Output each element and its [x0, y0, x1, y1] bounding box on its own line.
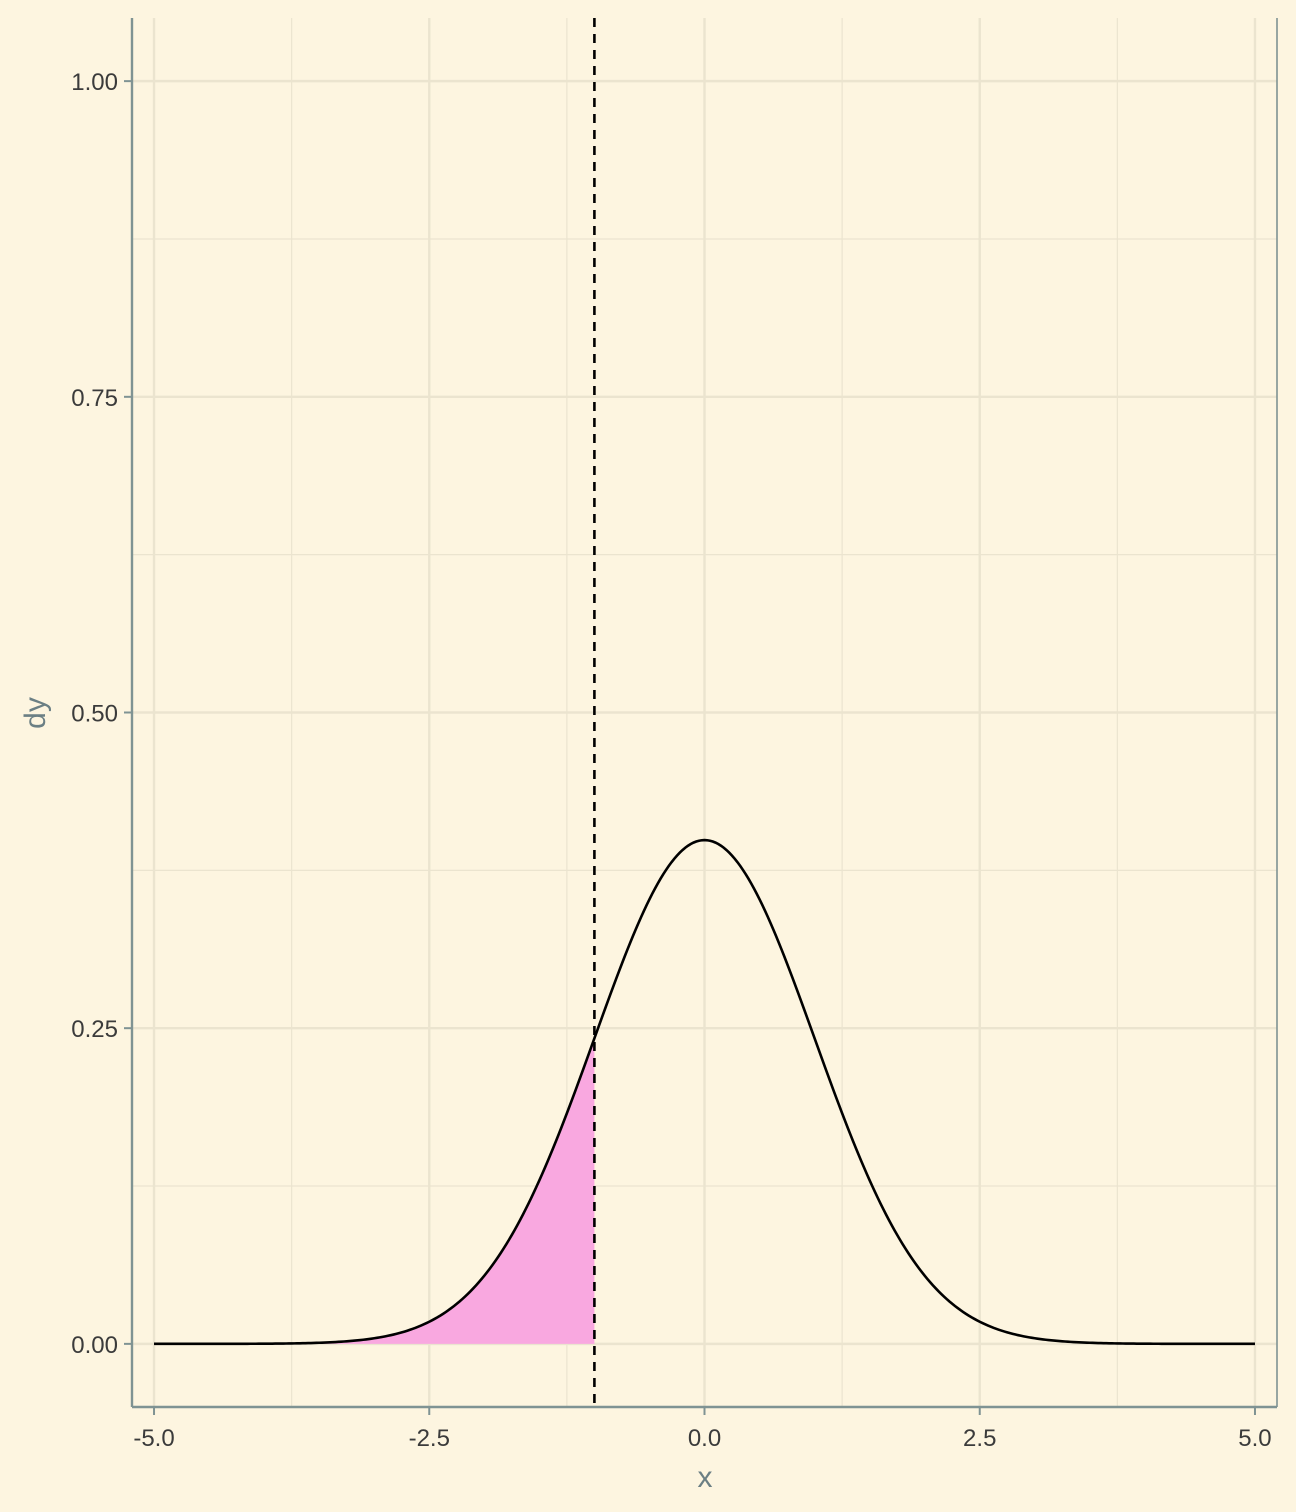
y-axis-ticks: 0.00 0.25 0.50 0.75 1.00: [71, 69, 132, 1359]
density-curve-layer: [154, 838, 1255, 1346]
y-tick-label: 0.00: [71, 1332, 118, 1359]
x-axis-ticks: -5.0 -2.5 0.0 2.5 5.0: [133, 1407, 1272, 1452]
y-tick-label: 0.50: [71, 701, 118, 728]
y-tick-label: 0.25: [71, 1016, 118, 1043]
shaded-area-layer: [154, 1038, 595, 1344]
x-axis-title: x: [698, 1461, 713, 1494]
x-tick-label: -2.5: [409, 1425, 450, 1452]
x-tick-label: 2.5: [963, 1425, 996, 1452]
y-axis-title: dy: [19, 697, 52, 729]
y-tick-label: 0.75: [71, 385, 118, 412]
density-curve: [154, 838, 1255, 1346]
x-tick-label: 0.0: [688, 1425, 721, 1452]
x-tick-label: -5.0: [133, 1425, 174, 1452]
shaded-tail-area: [154, 1038, 595, 1344]
y-tick-label: 1.00: [71, 69, 118, 96]
x-tick-label: 5.0: [1238, 1425, 1271, 1452]
